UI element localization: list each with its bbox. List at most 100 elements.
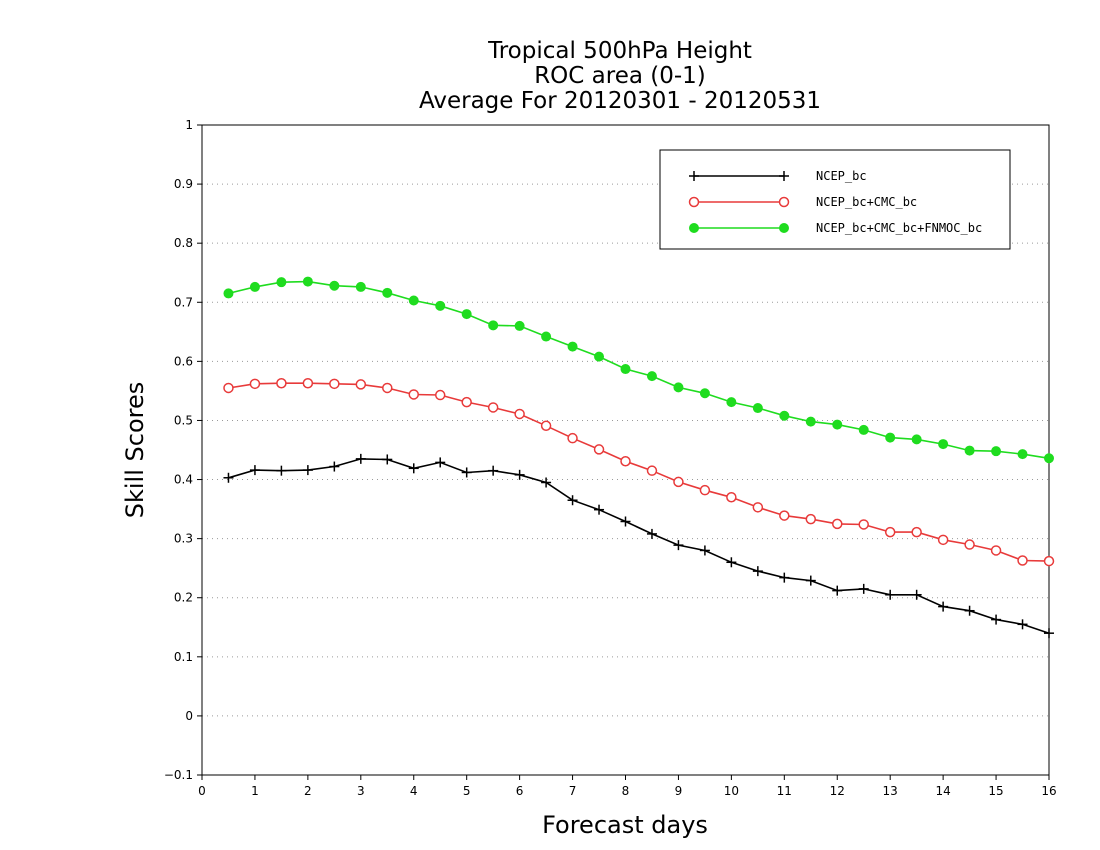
chart-title-line: Tropical 500hPa Height <box>487 38 752 64</box>
data-point-marker <box>991 446 1002 457</box>
chart-title-line: ROC area (0-1) <box>534 63 706 89</box>
data-point-marker <box>778 196 790 208</box>
legend-entry: NCEP_bc <box>689 169 867 183</box>
y-axis-label: Skill Scores <box>121 382 149 519</box>
data-point-marker <box>435 457 446 468</box>
data-point-marker <box>249 378 261 390</box>
data-point-marker <box>726 557 737 568</box>
data-point-marker <box>858 583 869 594</box>
data-point-marker <box>567 432 578 444</box>
data-point-marker <box>646 528 657 539</box>
data-point-marker <box>911 589 922 600</box>
data-point-marker <box>646 465 658 476</box>
data-point-marker <box>329 280 340 291</box>
series-line <box>228 458 1050 634</box>
legend-box <box>659 149 1011 250</box>
data-point-marker <box>594 504 605 515</box>
data-point-marker <box>541 331 552 342</box>
x-tick-label: 15 <box>988 784 1003 798</box>
legend-label: NCEP_bc <box>816 169 867 183</box>
data-point-marker <box>382 287 393 298</box>
data-point-marker <box>885 432 896 443</box>
data-point-marker <box>779 410 790 421</box>
data-point-marker <box>355 379 367 390</box>
data-point-marker <box>302 276 313 287</box>
x-tick-label: 12 <box>830 784 845 798</box>
data-point-marker <box>276 277 287 288</box>
data-point-marker <box>514 408 525 420</box>
data-point-marker <box>620 455 631 467</box>
y-tick-label: 0.9 <box>174 177 193 191</box>
data-point-marker <box>329 378 340 390</box>
data-point-marker <box>911 526 922 538</box>
data-point-marker <box>991 614 1002 625</box>
data-point-marker <box>382 382 393 394</box>
data-point-marker <box>885 589 896 600</box>
x-tick-label: 6 <box>516 784 524 798</box>
x-tick-label: 10 <box>724 784 739 798</box>
data-point-marker <box>832 585 843 596</box>
data-point-marker <box>673 382 684 393</box>
data-point-marker <box>1043 555 1055 567</box>
data-point-marker <box>964 539 975 550</box>
data-point-marker <box>408 463 419 474</box>
data-point-marker <box>938 601 949 612</box>
y-tick-label: −0.1 <box>164 768 193 782</box>
data-point-marker <box>434 389 446 401</box>
data-point-marker <box>689 171 699 181</box>
data-point-marker <box>302 465 313 476</box>
data-point-marker <box>832 419 843 430</box>
data-point-marker <box>911 434 922 445</box>
data-point-marker <box>699 484 711 496</box>
data-point-marker <box>329 461 340 472</box>
data-point-marker <box>1017 449 1028 460</box>
data-point-marker <box>779 171 789 181</box>
x-tick-label: 4 <box>410 784 418 798</box>
data-point-marker <box>805 513 817 525</box>
series-line <box>228 280 1050 460</box>
x-tick-label: 9 <box>675 784 683 798</box>
data-point-marker <box>276 377 287 389</box>
legend: NCEP_bc NCEP_bc+CMC_bc NCEP_bc+CMC_bc+FNMO… <box>659 149 1011 250</box>
series-1 <box>223 377 1055 567</box>
data-point-marker <box>223 382 234 394</box>
y-tick-label: 0.4 <box>174 473 193 487</box>
data-point-marker <box>688 196 700 208</box>
data-point-marker <box>249 465 260 476</box>
y-tick-label: 0.8 <box>174 236 193 250</box>
x-axis-label: Forecast days <box>542 811 708 839</box>
data-point-marker <box>1017 555 1028 566</box>
data-point-marker <box>832 518 843 530</box>
data-point-marker <box>673 476 684 488</box>
data-point-marker <box>1017 619 1028 630</box>
series-lines <box>223 276 1055 639</box>
data-point-marker <box>567 341 578 352</box>
data-point-marker <box>620 364 631 375</box>
data-point-marker <box>302 377 314 389</box>
data-point-marker <box>514 320 525 331</box>
data-point-marker <box>805 575 816 586</box>
data-point-marker <box>541 477 552 488</box>
data-point-marker <box>1044 453 1054 464</box>
y-tick-label: 0 <box>185 709 193 723</box>
data-point-marker <box>858 424 869 435</box>
x-tick-label: 1 <box>251 784 259 798</box>
data-point-marker <box>276 465 287 476</box>
data-point-marker <box>514 469 525 480</box>
data-point-marker <box>461 309 472 320</box>
data-point-marker <box>646 371 657 382</box>
data-point-marker <box>435 300 446 311</box>
data-point-marker <box>355 453 366 464</box>
x-tick-label: 13 <box>883 784 898 798</box>
y-tick-label: 0.6 <box>174 354 193 368</box>
data-point-marker <box>223 472 234 483</box>
series-line <box>228 382 1050 562</box>
data-point-marker <box>805 416 816 427</box>
x-tick-label: 2 <box>304 784 312 798</box>
data-point-marker <box>938 439 949 450</box>
chart-title-line: Average For 20120301 - 20120531 <box>419 88 821 114</box>
data-point-marker <box>779 572 790 583</box>
y-tick-label: 0.2 <box>174 591 193 605</box>
